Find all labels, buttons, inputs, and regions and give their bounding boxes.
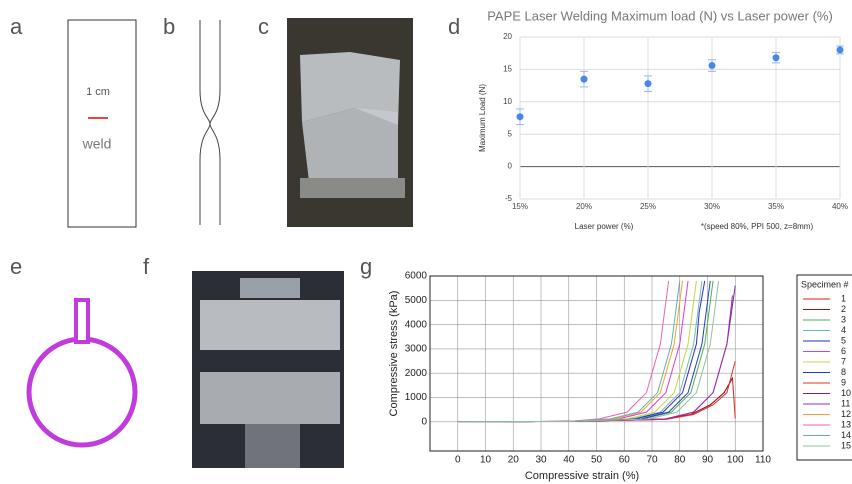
y-tick-label: 20 — [503, 32, 512, 41]
x-tick-label: 20% — [576, 202, 592, 211]
legend-label: 12 — [841, 409, 851, 419]
y-axis-label: Compressive stress (kPa) — [388, 291, 400, 417]
y-tick-label: 1000 — [405, 392, 428, 403]
series-line — [458, 281, 683, 422]
legend-label: 4 — [841, 325, 846, 335]
chart-title: PAPE Laser Welding Maximum load (N) vs L… — [487, 8, 833, 23]
stem — [76, 300, 88, 342]
legend-label: 8 — [841, 367, 846, 377]
y-tick-label: 2000 — [405, 368, 428, 379]
panel-label: c — [258, 14, 269, 39]
legend-label: 5 — [841, 335, 846, 345]
series-line — [458, 281, 705, 422]
point — [837, 46, 844, 53]
legend-label: 10 — [841, 388, 851, 398]
x-tick-label: 90 — [702, 455, 714, 466]
y-tick-label: 5 — [508, 129, 513, 138]
panel-label: g — [360, 254, 372, 279]
y-tick-label: 6000 — [405, 271, 428, 282]
panel-label: f — [143, 254, 150, 279]
photo-part — [200, 300, 340, 350]
series-line — [458, 281, 669, 422]
x-tick-label: 60 — [619, 455, 631, 466]
y-axis-label: Maximum Load (N) — [478, 84, 487, 152]
photo-clamp — [300, 178, 405, 198]
legend-label: 6 — [841, 346, 846, 356]
x-tick-label: 30% — [704, 202, 720, 211]
legend-label: 15 — [841, 440, 851, 450]
legend-label: 14 — [841, 430, 851, 440]
profile-right — [210, 20, 220, 225]
series-line — [458, 281, 702, 422]
x-axis-label: Compressive strain (%) — [525, 470, 639, 482]
panel-label: d — [448, 14, 460, 39]
photo-part — [200, 372, 340, 424]
legend-label: 11 — [841, 398, 850, 408]
photo-part — [240, 278, 300, 298]
x-tick-label: 100 — [727, 455, 744, 466]
legend-label: 1 — [841, 293, 846, 303]
specimen-outline — [68, 20, 136, 227]
weld-text: weld — [82, 136, 112, 152]
legend-label: 3 — [841, 314, 846, 324]
y-tick-label: 10 — [503, 97, 512, 106]
series-line — [458, 281, 688, 422]
ring — [29, 339, 135, 445]
legend-label: 7 — [841, 356, 846, 366]
y-tick-label: 0 — [421, 416, 427, 427]
legend-title: Specimen # — [801, 279, 849, 289]
series-line — [458, 281, 697, 422]
legend-label: 9 — [841, 377, 846, 387]
x-tick-label: 40 — [563, 455, 575, 466]
figure: a b c d e f g 1 cm weld PAPE Laser Weldi… — [0, 0, 852, 484]
photo-part — [245, 424, 300, 468]
legend-label: 13 — [841, 419, 851, 429]
point — [517, 113, 524, 120]
x-tick-label: 0 — [455, 455, 461, 466]
point — [773, 54, 780, 61]
panel-label: a — [10, 14, 23, 39]
x-tick-label: 70 — [646, 455, 658, 466]
panel-label: e — [10, 254, 22, 279]
point — [709, 62, 716, 69]
scale-text: 1 cm — [86, 86, 110, 98]
profile-left — [200, 20, 210, 225]
x-tick-label: 35% — [768, 202, 784, 211]
note: *(speed 80%, PPI 500, z=8mm) — [701, 222, 814, 231]
x-tick-label: 110 — [755, 455, 771, 466]
x-tick-label: 30 — [535, 455, 547, 466]
legend-label: 2 — [841, 304, 846, 314]
x-tick-label: 20 — [508, 455, 520, 466]
y-tick-label: 3000 — [405, 344, 428, 355]
x-tick-label: 15% — [512, 202, 528, 211]
x-tick-label: 50 — [591, 455, 603, 466]
y-tick-label: 4000 — [405, 319, 428, 330]
x-tick-label: 10 — [480, 455, 492, 466]
series-line — [458, 295, 733, 421]
y-tick-label: 15 — [503, 65, 512, 74]
point — [645, 80, 652, 87]
x-tick-label: 40% — [832, 202, 848, 211]
photo-film — [302, 108, 398, 190]
x-tick-label: 25% — [640, 202, 656, 211]
point — [581, 76, 588, 83]
y-tick-label: 5000 — [405, 295, 428, 306]
panel-label: b — [163, 14, 175, 39]
x-axis-label: Laser power (%) — [575, 222, 634, 231]
x-tick-label: 80 — [674, 455, 686, 466]
y-tick-label: 0 — [508, 162, 513, 171]
